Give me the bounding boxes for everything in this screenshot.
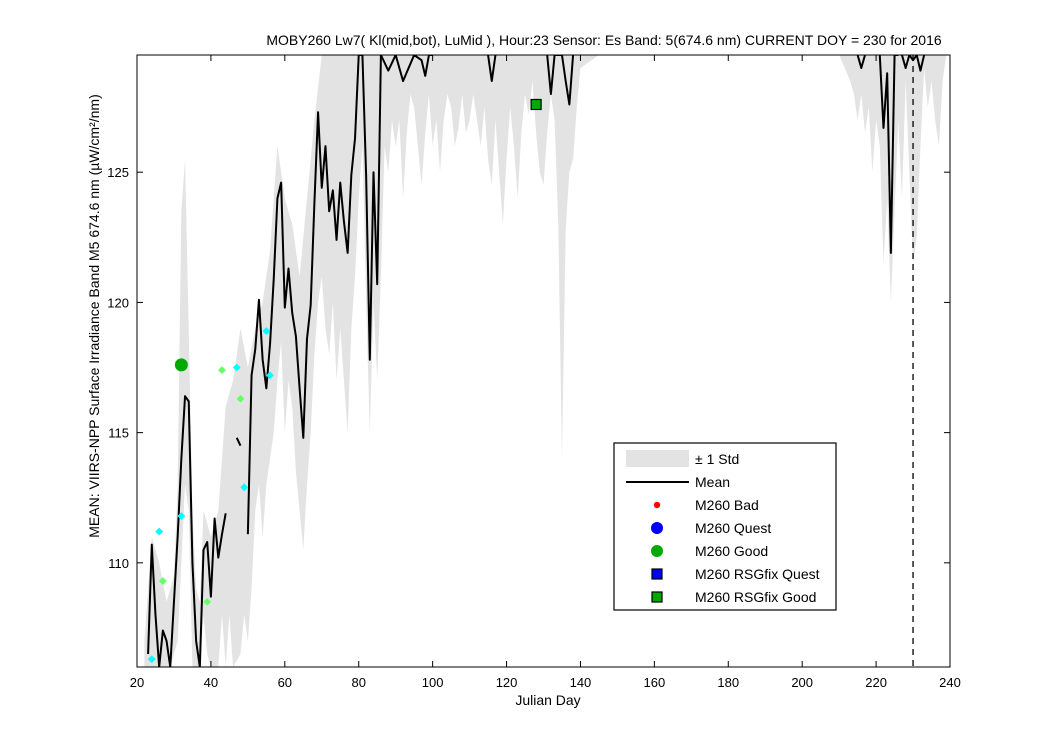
x-tick-label: 40 — [204, 675, 218, 690]
data-point-prior — [155, 527, 164, 536]
data-point-prior — [158, 577, 167, 585]
legend-label: M260 Quest — [695, 520, 771, 536]
mean-line-segment — [856, 55, 866, 70]
data-point-prior — [262, 327, 271, 335]
data-point-prior — [266, 371, 274, 380]
legend-label: M260 Good — [695, 543, 768, 559]
mean-line-segment — [147, 395, 227, 667]
mean-line-segment — [487, 55, 497, 83]
x-tick-label: 160 — [644, 675, 666, 690]
data-point-prior — [147, 655, 156, 664]
x-tick-label: 180 — [717, 675, 739, 690]
legend: ± 1 Std Mean M260 Bad M260 Quest M260 Good M2… — [613, 442, 837, 611]
legend-box — [613, 442, 837, 611]
legend-label: M260 RSGfix Quest — [695, 566, 820, 582]
data-point-prior — [218, 366, 226, 375]
data-point-rsgfix-good — [530, 98, 542, 111]
mean-line-segment — [246, 55, 433, 535]
x-tick-label: 100 — [422, 675, 444, 690]
std-band — [144, 55, 950, 667]
legend-swatch-square — [651, 568, 663, 580]
legend-swatch-square — [651, 591, 663, 603]
x-tick-label: 220 — [865, 675, 887, 690]
data-point-prior — [236, 394, 245, 403]
data-point-prior — [177, 512, 186, 520]
legend-label: ± 1 Std — [695, 451, 739, 467]
x-tick-label: 120 — [496, 675, 518, 690]
y-axis-label: MEAN: VIIRS-NPP Surface Irradiance Band … — [86, 94, 102, 538]
y-tick-label: 120 — [107, 295, 129, 310]
x-tick-label: 20 — [130, 675, 144, 690]
mean-line-segment — [546, 55, 575, 106]
legend-label: Mean — [695, 474, 730, 490]
x-tick-label: 140 — [570, 675, 592, 690]
data-point-prior — [232, 363, 241, 372]
legend-swatch-std — [626, 450, 689, 467]
x-tick-label: 240 — [939, 675, 961, 690]
data-point-prior — [240, 483, 249, 492]
chart-title: MOBY260 Lw7( Kl(mid,bot), LuMid ), Hour:… — [266, 32, 941, 48]
data-point-good — [174, 358, 188, 372]
x-axis-label: Julian Day — [515, 692, 580, 708]
x-tick-label: 80 — [351, 675, 365, 690]
legend-label: M260 Bad — [695, 497, 759, 513]
y-tick-label: 125 — [107, 165, 129, 180]
legend-label: M260 RSGfix Good — [695, 589, 816, 605]
legend-swatch-dot — [651, 545, 663, 557]
legend-swatch-dot — [651, 522, 663, 534]
data-point-prior — [203, 597, 212, 606]
y-tick-label: 115 — [108, 426, 129, 441]
x-tick-label: 60 — [278, 675, 292, 690]
mean-line-segment — [235, 437, 242, 447]
mean-line-segment — [878, 55, 899, 254]
x-tick-label: 200 — [791, 675, 813, 690]
plot-frame — [136, 54, 951, 668]
legend-swatch-bad — [653, 501, 661, 509]
y-tick-label: 110 — [108, 556, 129, 571]
